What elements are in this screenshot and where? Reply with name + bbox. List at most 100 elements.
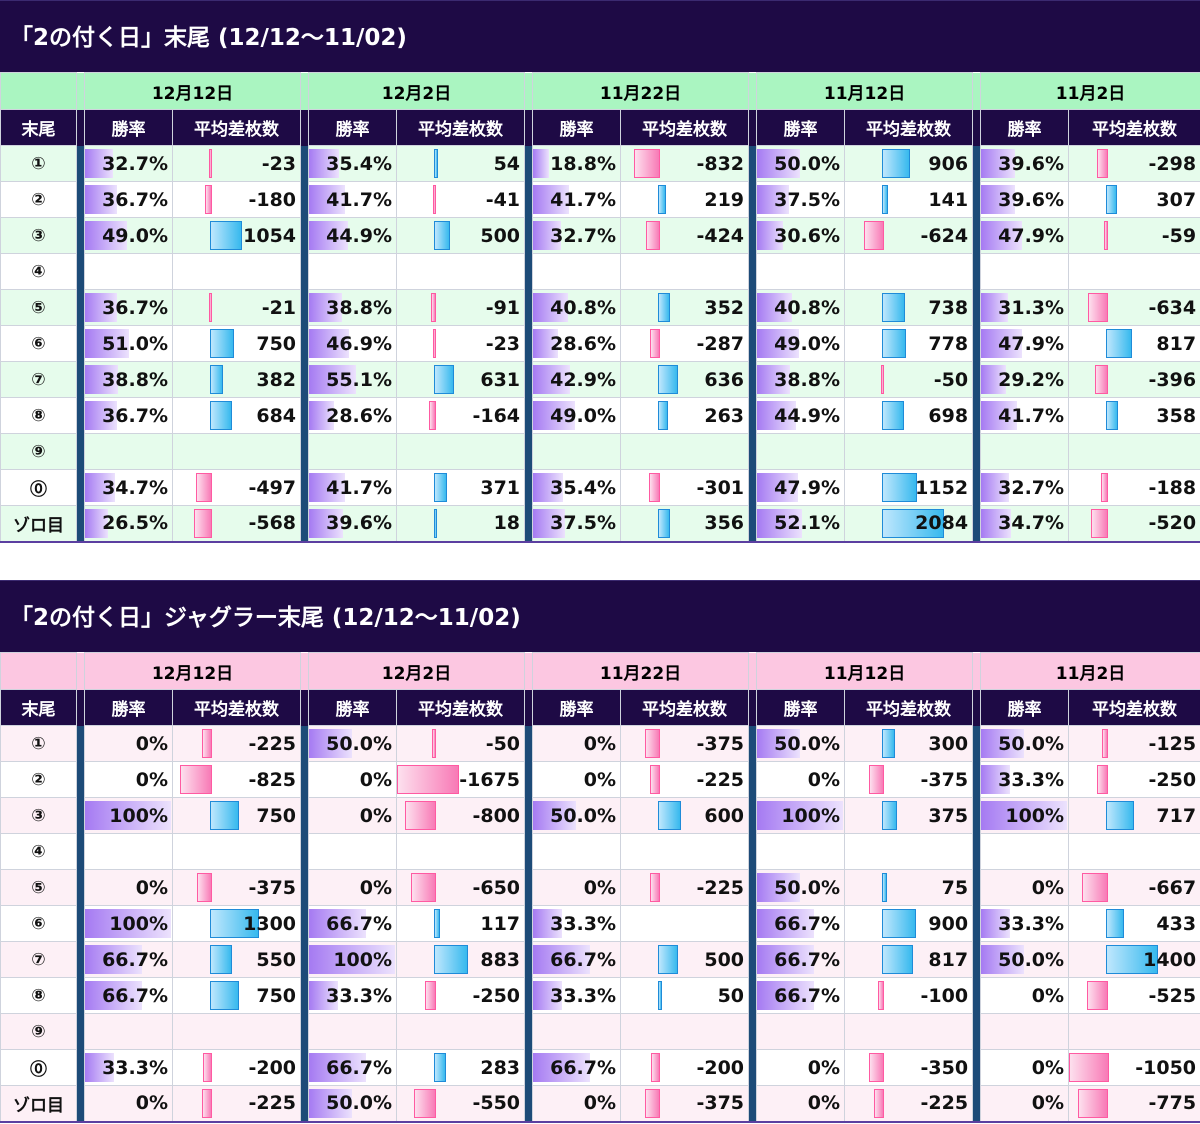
win-rate-bar — [533, 473, 564, 502]
avg-diff-cell: 750 — [171, 325, 302, 362]
avg-diff-value: -350 — [920, 1056, 969, 1079]
avg-diff-cell: -375 — [844, 761, 974, 798]
win-rate-value: 0% — [135, 876, 168, 899]
win-rate-cell: 38.8% — [84, 361, 173, 398]
table-row: ⓪ 34.7% -497 41.7% 371 35.4% -301 47.9% 1152 32.7… — [0, 469, 1200, 506]
date-header: 12月12日 — [83, 652, 302, 690]
avg-diff-cell: -568 — [171, 505, 302, 543]
section-1: 「2の付く日」末尾 (12/12～11/02) 12月12日 12月2日 11月22… — [0, 0, 1200, 543]
win-rate-cell — [532, 253, 622, 290]
date-header: 12月2日 — [308, 72, 526, 110]
win-rate-value: 33.3% — [326, 984, 393, 1007]
avg-diff-bar — [882, 873, 888, 902]
avg-diff-cell — [844, 253, 974, 290]
win-rate-cell: 34.7% — [84, 469, 173, 506]
win-rate-value: 49.0% — [550, 404, 617, 427]
avg-diff-value: -225 — [696, 876, 745, 899]
avg-diff-cell — [396, 253, 526, 290]
win-rate-cell: 0% — [980, 869, 1070, 906]
avg-diff-cell: 433 — [1068, 905, 1200, 942]
win-rate-bar — [309, 221, 349, 250]
avg-diff-value: 50 — [717, 984, 745, 1007]
win-rate-bar — [981, 473, 1010, 502]
column-separator — [972, 1049, 981, 1086]
avg-diff-header: 平均差枚数 — [171, 109, 302, 146]
win-rate-cell: 50.0% — [532, 797, 622, 834]
column-separator — [300, 652, 309, 690]
avg-diff-cell: -825 — [171, 761, 302, 798]
win-rate-cell: 37.5% — [756, 181, 846, 218]
avg-diff-cell: 900 — [844, 905, 974, 942]
avg-diff-bar — [397, 765, 460, 794]
win-rate-value: 44.9% — [326, 224, 393, 247]
win-rate-cell: 100% — [756, 797, 846, 834]
avg-diff-cell: -200 — [171, 1049, 302, 1086]
avg-diff-cell: -225 — [620, 869, 750, 906]
avg-diff-cell: -624 — [844, 217, 974, 254]
win-rate-value: 38.8% — [774, 368, 841, 391]
column-separator — [76, 145, 85, 182]
win-rate-cell — [84, 1013, 173, 1050]
avg-diff-bar — [882, 293, 906, 322]
win-rate-cell: 49.0% — [756, 325, 846, 362]
avg-diff-value: -41 — [485, 188, 521, 211]
avg-diff-value: -225 — [248, 1092, 297, 1115]
win-rate-cell: 35.4% — [532, 469, 622, 506]
win-rate-value: 40.8% — [550, 296, 617, 319]
win-rate-cell: 47.9% — [756, 469, 846, 506]
table-row: ⑦ 38.8% 382 55.1% 631 42.9% 636 38.8% -50 29.2% -3… — [0, 361, 1200, 398]
win-rate-cell: 50.0% — [980, 725, 1070, 762]
win-rate-bar — [981, 801, 1068, 830]
win-rate-bar — [533, 1053, 591, 1082]
avg-diff-cell: -298 — [1068, 145, 1200, 182]
avg-diff-bar — [1097, 149, 1109, 178]
avg-diff-cell: -225 — [171, 1085, 302, 1123]
tail-label: ⑤ — [0, 869, 77, 906]
win-rate-value: 29.2% — [998, 368, 1065, 391]
win-rate-value: 51.0% — [102, 332, 168, 355]
avg-diff-bar — [1106, 909, 1125, 938]
avg-diff-bar — [434, 221, 451, 250]
win-rate-bar — [309, 149, 340, 178]
win-rate-cell — [532, 433, 622, 470]
avg-diff-value: 54 — [493, 152, 521, 175]
win-rate-bar — [309, 509, 344, 538]
win-rate-value: 37.5% — [550, 512, 617, 535]
avg-diff-bar — [202, 729, 212, 758]
column-separator — [76, 905, 85, 942]
win-rate-header: 勝率 — [308, 689, 398, 726]
column-separator — [748, 1013, 757, 1050]
avg-diff-cell: -100 — [844, 977, 974, 1014]
column-separator — [524, 1085, 533, 1123]
avg-diff-value: -180 — [248, 188, 297, 211]
column-separator — [748, 1085, 757, 1123]
win-rate-bar — [757, 185, 790, 214]
date-header: 12月2日 — [308, 652, 526, 690]
column-separator — [972, 941, 981, 978]
tail-label: ① — [0, 725, 77, 762]
win-rate-header: 勝率 — [756, 689, 846, 726]
column-separator — [972, 109, 981, 146]
win-rate-cell: 40.8% — [756, 289, 846, 326]
avg-diff-value: 817 — [928, 948, 969, 971]
win-rate-value: 0% — [807, 1092, 841, 1115]
column-separator — [748, 253, 757, 290]
table-row: ⑦ 66.7% 550 100% 883 66.7% 500 66.7% 817 50.0% 140… — [0, 941, 1200, 978]
column-separator — [76, 433, 85, 470]
column-separator — [76, 181, 85, 218]
win-rate-cell: 0% — [532, 725, 622, 762]
avg-diff-value: 778 — [928, 332, 969, 355]
date-header-row: 12月12日 12月2日 11月22日 11月12日 11月2日 — [0, 652, 1200, 690]
column-separator — [748, 797, 757, 834]
win-rate-bar — [85, 509, 108, 538]
column-separator — [524, 145, 533, 182]
avg-diff-bar — [878, 981, 885, 1010]
avg-diff-cell — [620, 833, 750, 870]
win-rate-value: 34.7% — [102, 476, 168, 499]
win-rate-bar — [533, 293, 569, 322]
avg-diff-cell: 684 — [171, 397, 302, 434]
avg-diff-bar — [881, 365, 885, 394]
avg-diff-bar — [210, 365, 223, 394]
win-rate-cell: 0% — [532, 761, 622, 798]
avg-diff-cell: -550 — [396, 1085, 526, 1123]
